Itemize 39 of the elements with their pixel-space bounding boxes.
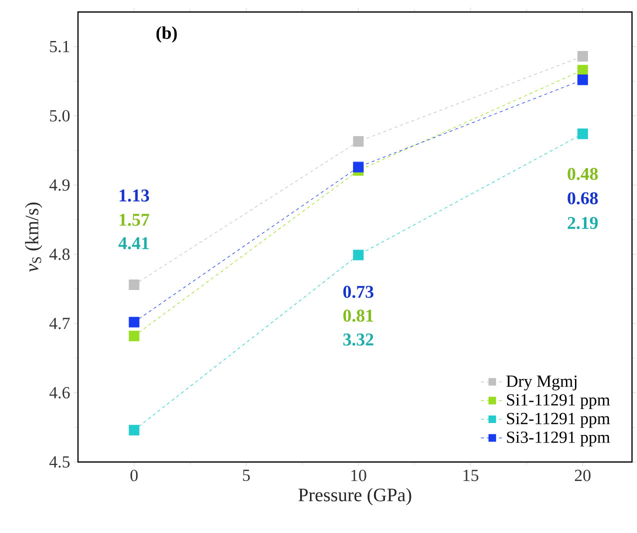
legend-label: Si1-11291 ppm [507, 394, 610, 410]
annotation: 2.19 [568, 216, 598, 230]
x-tick-label: 0 [130, 470, 138, 482]
annotation: 0.48 [568, 168, 598, 180]
point [577, 64, 588, 76]
x-tick-label: 5 [242, 470, 250, 482]
y-tick-label: 4.6 [49, 387, 70, 398]
annotation: (b) [156, 26, 177, 43]
point [353, 136, 364, 147]
x-tick-label: 20 [574, 470, 590, 482]
annotation: 1.13 [120, 190, 150, 202]
y-tick-label: 4.5 [49, 456, 70, 468]
y-tick-label: 5.1 [50, 40, 70, 52]
annotation: 0.73 [343, 286, 374, 298]
annotation: 4.41 [118, 237, 149, 250]
y-tick-label: 4.9 [49, 179, 70, 191]
x-axis-title: Pressure (GPa) [298, 488, 412, 506]
x-tick-label: 15 [464, 470, 478, 482]
legend-label: Si2-11291 ppm [507, 412, 610, 428]
annotation: 0.81 [343, 310, 374, 322]
point [577, 51, 588, 62]
point [353, 162, 364, 172]
point [353, 250, 364, 260]
annotation: 1.57 [120, 214, 150, 226]
annotation: 3.32 [343, 334, 374, 346]
y-tick-label: 4.7 [49, 318, 70, 330]
point [577, 74, 588, 86]
point [128, 424, 140, 436]
point [128, 279, 140, 290]
x-tick-label: 10 [351, 470, 366, 482]
legend-label: Si3-11291 ppm [507, 432, 610, 446]
legend-label: Dry Mgmj [506, 376, 576, 390]
y-tick-label: 4.8 [49, 248, 70, 260]
y-tick-label: 5.0 [50, 110, 70, 122]
annotation: 0.68 [568, 192, 598, 204]
point [577, 128, 588, 140]
y-axis-title: v$_{S}$ (km/s) [25, 202, 42, 272]
point [128, 330, 140, 342]
point [128, 316, 140, 328]
